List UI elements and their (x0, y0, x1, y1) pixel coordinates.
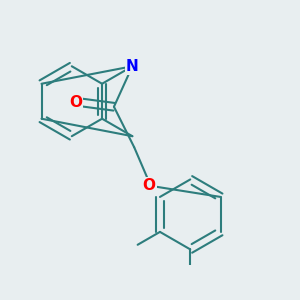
Text: O: O (142, 178, 155, 194)
Text: N: N (126, 59, 139, 74)
Text: O: O (69, 95, 82, 110)
